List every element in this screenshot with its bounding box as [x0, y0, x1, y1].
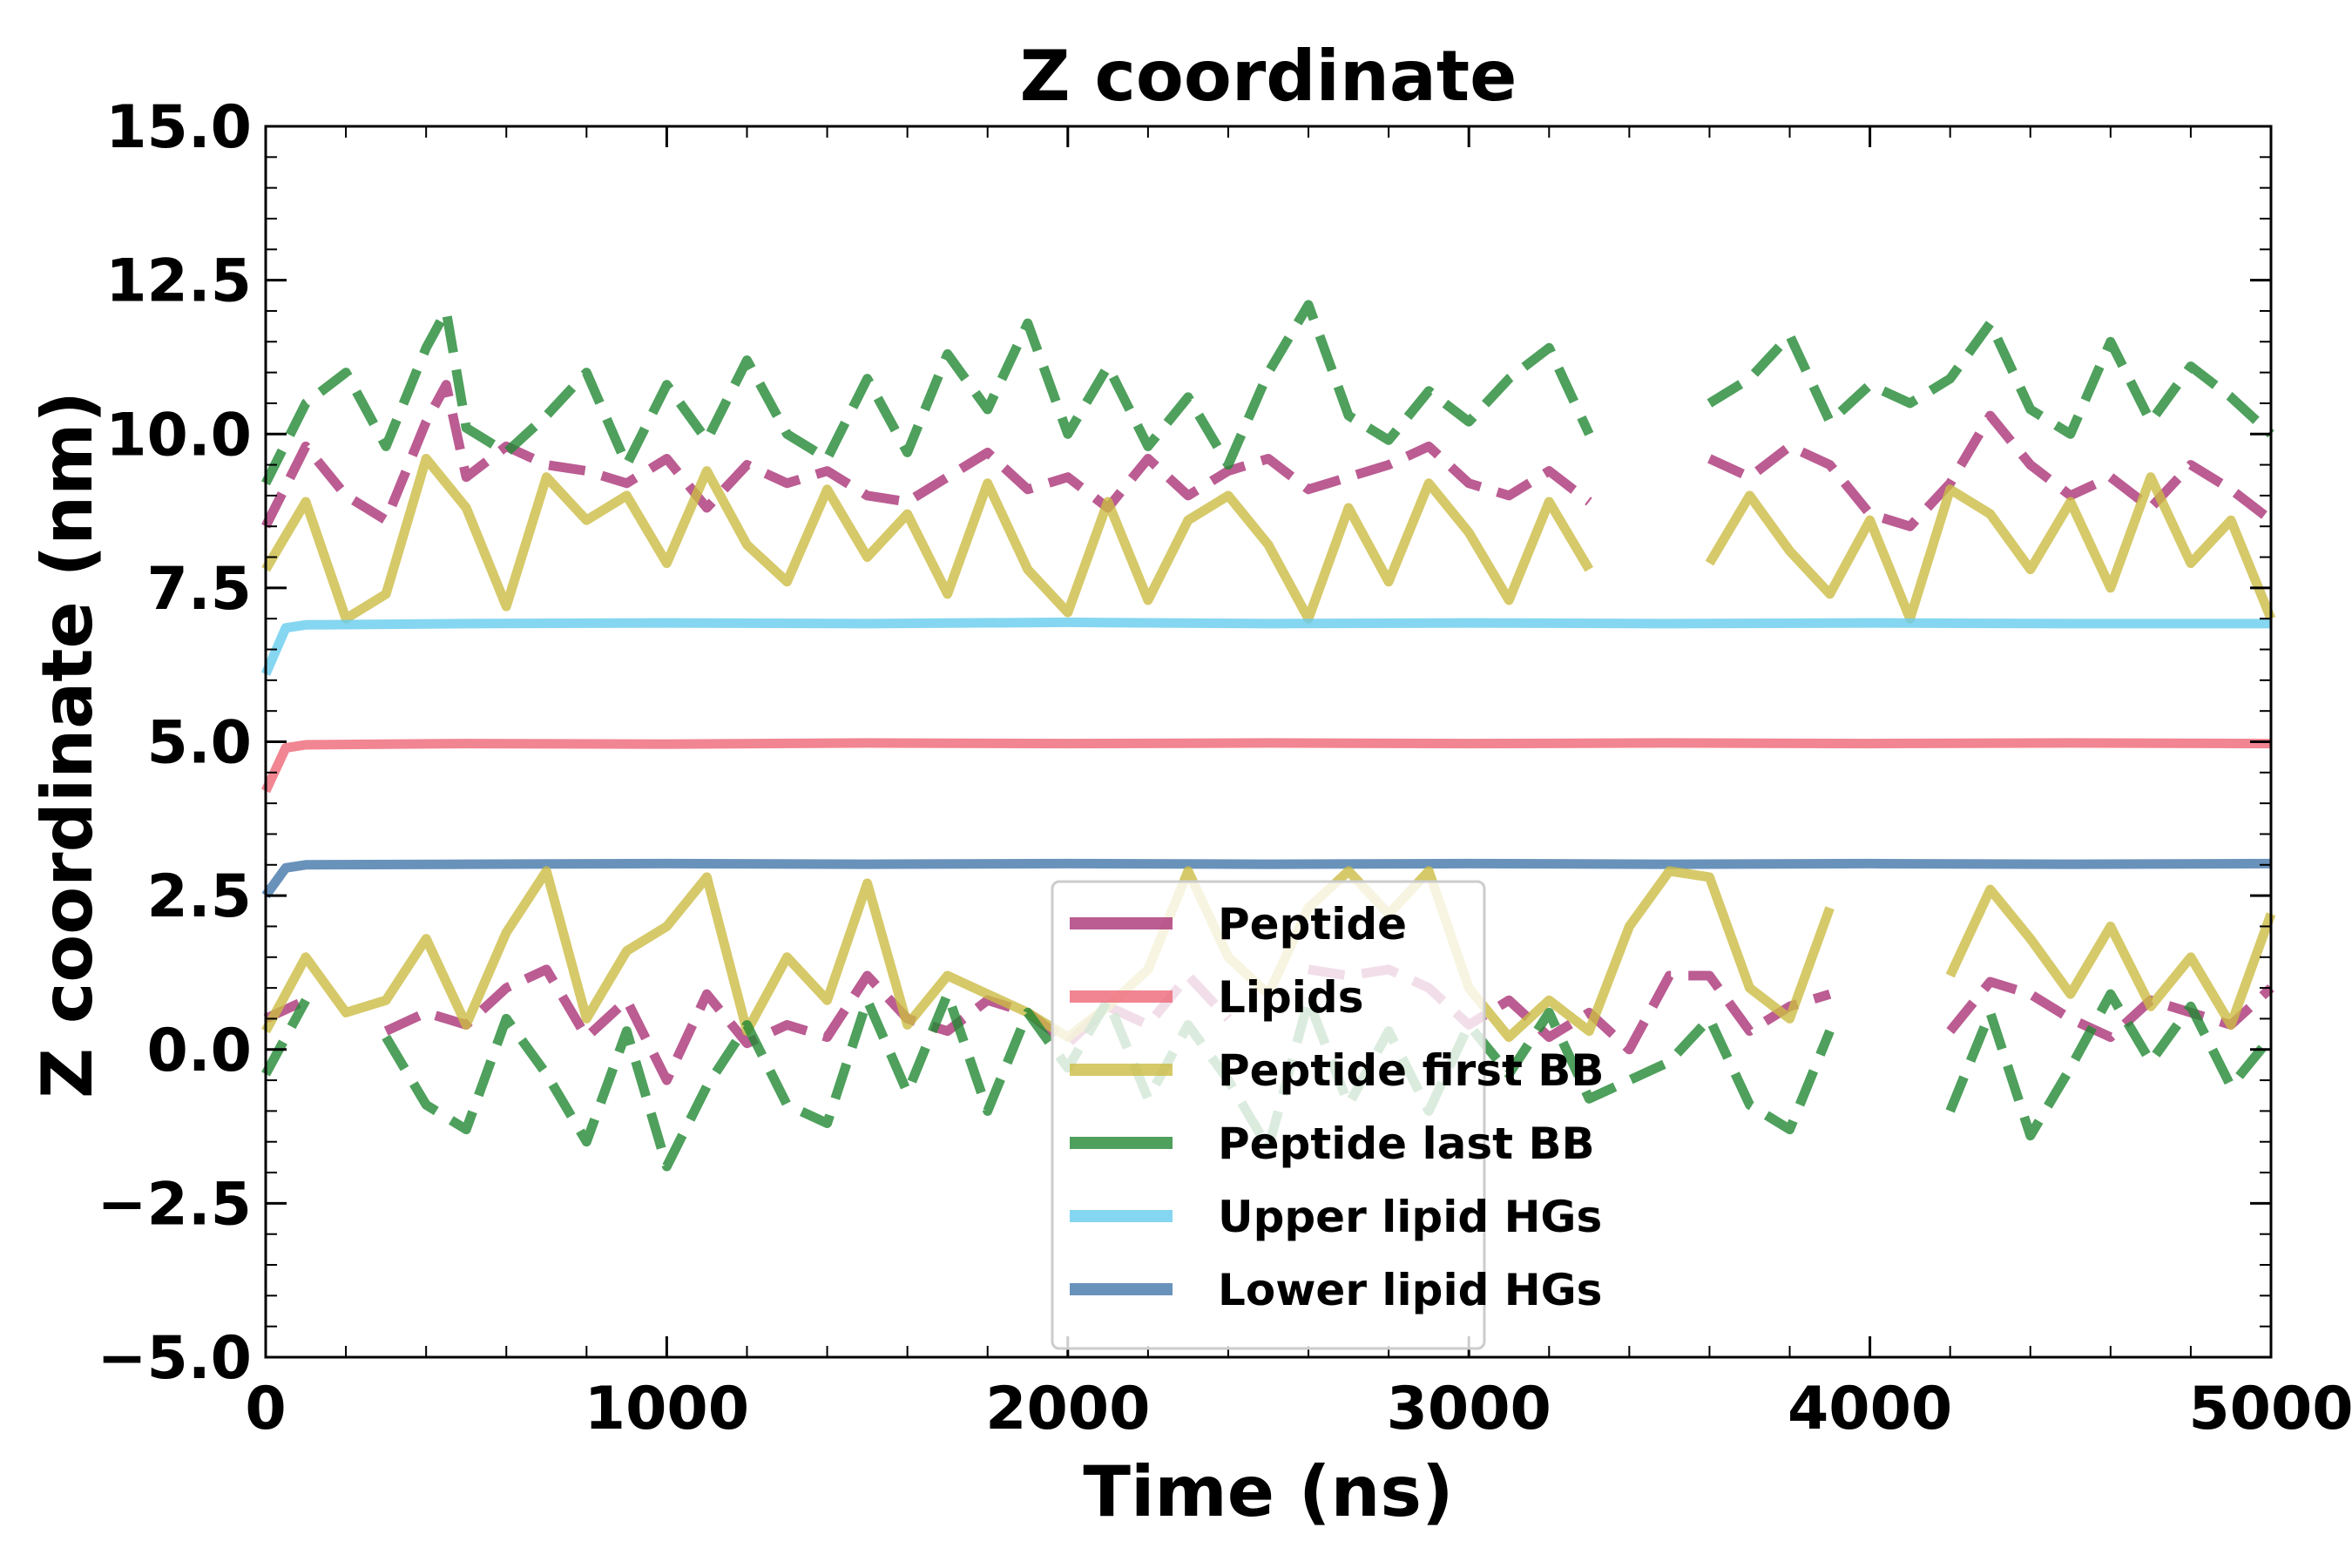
legend-label-lipids: Lipids	[1218, 972, 1363, 1023]
x-tick-label: 1000	[585, 1375, 749, 1443]
legend-label-peptide: Peptide	[1218, 899, 1407, 950]
series-peptide-first-bb	[261, 454, 2276, 624]
ticks-layer	[264, 125, 2273, 1359]
y-tick-label: −2.5	[98, 1170, 252, 1239]
series-line-upper-lipid-hgs-0	[260, 617, 2271, 676]
series-layer	[260, 300, 2276, 1172]
y-tick-label: 10.0	[105, 401, 252, 470]
series-line-peptide-lower-3	[1946, 977, 2274, 1043]
y-tick-label: 7.5	[147, 555, 252, 624]
series-line-peptide-last-bb-lower-1	[382, 989, 1835, 1172]
series-line-peptide-first-bb-lower-1	[1945, 884, 2276, 1030]
chart-title: Z coordinate	[1020, 36, 1517, 117]
series-peptide-last-bb	[261, 300, 2274, 486]
y-tick-label: 15.0	[105, 93, 252, 162]
series-upper-lipid-hgs	[260, 617, 2271, 676]
y-tick-label: 5.0	[147, 709, 252, 778]
series-peptide	[261, 380, 2274, 531]
legend-label-peptide-first-bb: Peptide first BB	[1218, 1045, 1605, 1096]
legend-label-peptide-last-bb: Peptide last BB	[1218, 1119, 1595, 1169]
series-lipids	[261, 738, 2272, 794]
y-tick-label: 2.5	[147, 862, 252, 931]
x-tick-label: 0	[245, 1375, 286, 1443]
x-tick-label: 4000	[1788, 1375, 1952, 1443]
x-tick-label: 3000	[1387, 1375, 1551, 1443]
series-line-peptide-1	[1707, 410, 2274, 531]
series-peptide-first-bb-lower	[261, 866, 2276, 1043]
series-line-lipids-0	[261, 738, 2272, 794]
y-axis-label: Z coordinate (nm)	[27, 391, 108, 1098]
series-line-peptide-first-bb-1	[1705, 472, 2276, 624]
series-line-peptide-last-bb-lower-0	[261, 997, 310, 1077]
series-lower-lipid-hgs	[261, 858, 2272, 899]
tick-labels-layer: 0 1000 2000 3000 4000 5000 −5.0 −2.5 0.0 2.5 5.0 7.…	[98, 93, 2352, 1443]
x-axis-label: Time (ns)	[1083, 1451, 1453, 1532]
series-line-lower-lipid-hgs-0	[261, 858, 2272, 899]
legend-label-lower-lipid-hgs: Lower lipid HGs	[1218, 1265, 1602, 1315]
series-peptide-last-bb-lower	[261, 989, 2275, 1172]
series-line-peptide-first-bb-lower-0	[261, 866, 1835, 1043]
legend-label-upper-lipid-hgs: Upper lipid HGs	[1218, 1192, 1602, 1242]
x-tick-label: 5000	[2188, 1375, 2352, 1443]
x-tick-label: 2000	[985, 1375, 1150, 1443]
series-line-peptide-last-bb-lower-2	[1945, 989, 2275, 1141]
series-line-peptide-last-bb-1	[1707, 318, 2274, 439]
plot-area-frame	[264, 125, 2273, 1359]
series-line-peptide-0	[261, 380, 1592, 529]
legend: Peptide Lipids Peptide first BB Peptide las…	[1051, 880, 1605, 1350]
y-tick-label: 12.5	[105, 247, 252, 316]
series-line-peptide-first-bb-0	[261, 454, 1594, 624]
y-tick-label: −5.0	[98, 1324, 252, 1393]
series-line-peptide-last-bb-0	[261, 300, 1594, 486]
y-tick-label: 0.0	[147, 1017, 252, 1085]
